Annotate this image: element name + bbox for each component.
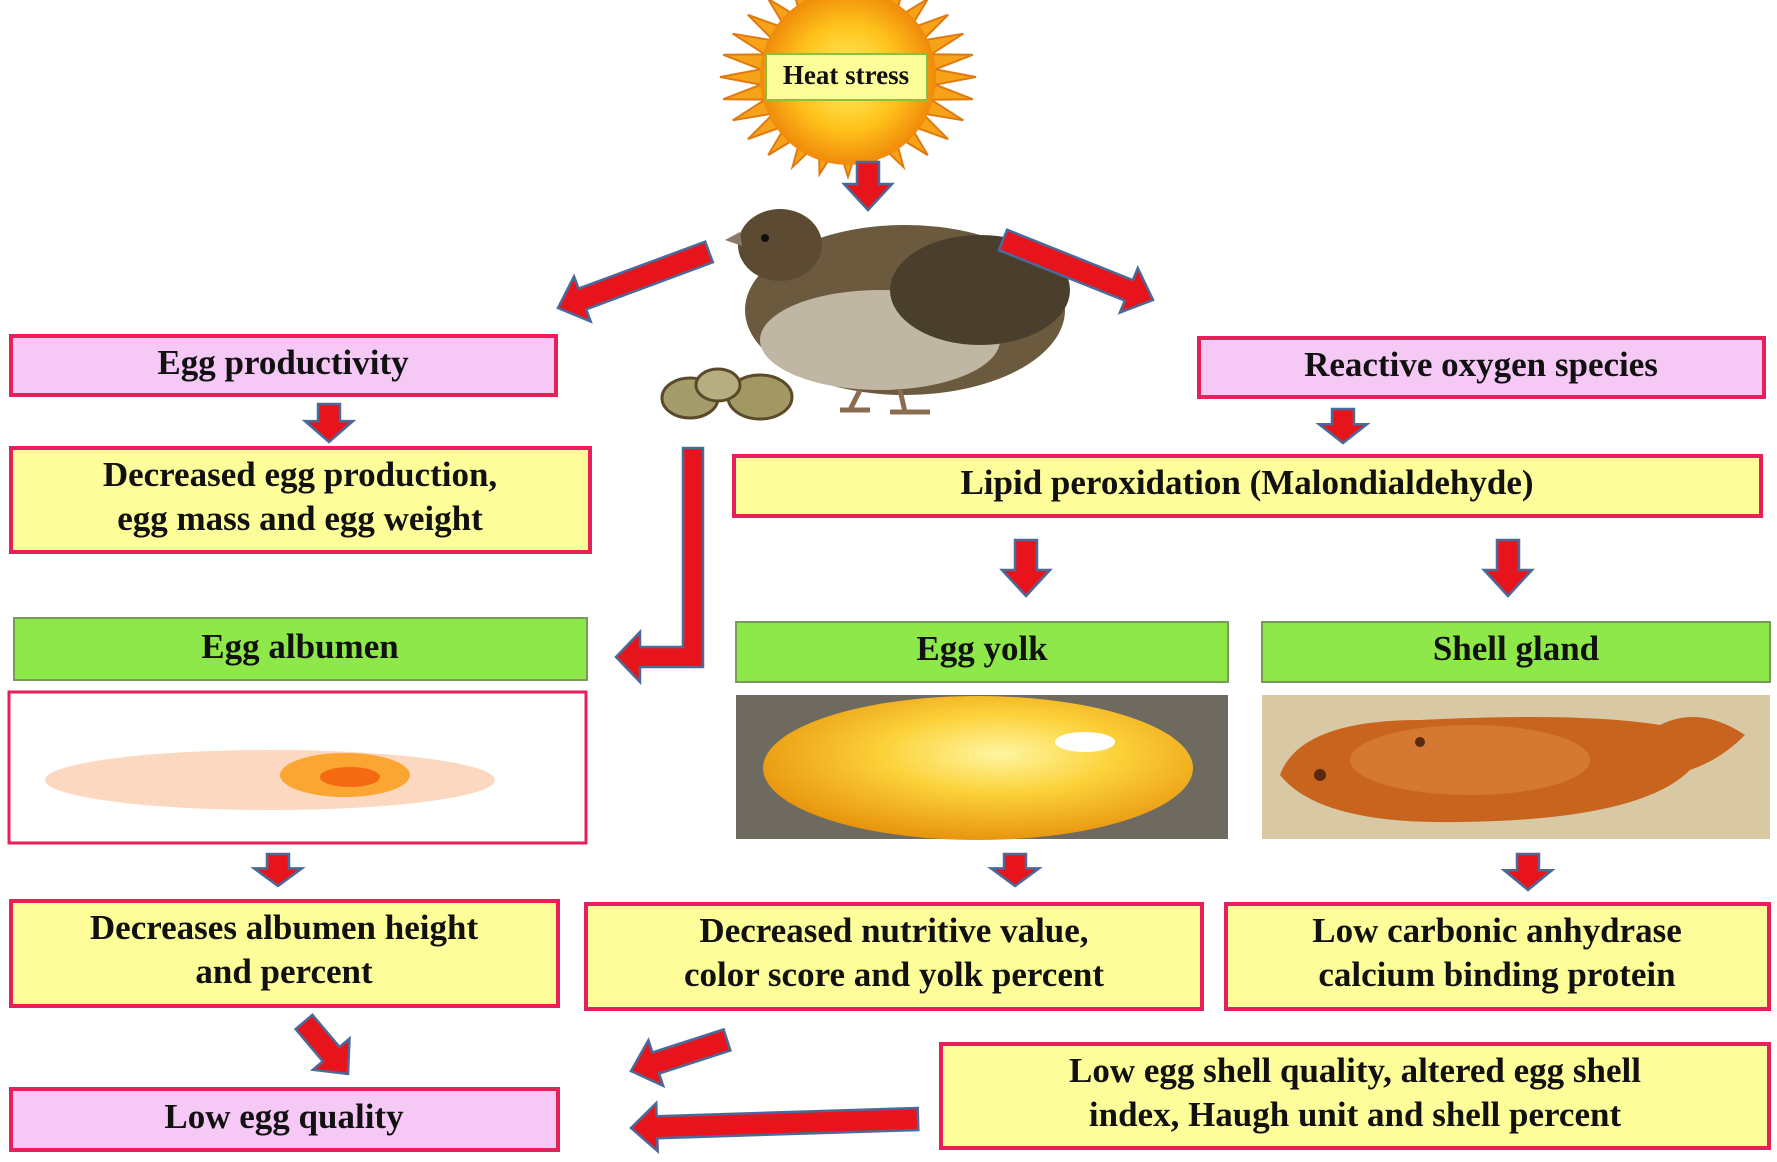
node-label: Shell gland xyxy=(1433,629,1600,668)
node-label: Decreased nutritive value, xyxy=(699,911,1088,950)
box xyxy=(9,446,592,554)
arrow xyxy=(614,446,705,686)
arrow xyxy=(987,852,1043,888)
node-label: index, Haugh unit and shell percent xyxy=(1089,1095,1622,1134)
arrow xyxy=(997,228,1155,315)
arrow xyxy=(629,1027,732,1089)
box xyxy=(1197,336,1766,399)
yolk-image xyxy=(736,695,1228,840)
node-label: Lipid peroxidation (Malondialdehyde) xyxy=(960,463,1533,502)
node-label: Reactive oxygen species xyxy=(1304,345,1658,384)
box xyxy=(1224,902,1771,1011)
arrow xyxy=(1315,407,1371,445)
node-label: color score and yolk percent xyxy=(684,955,1104,994)
box xyxy=(9,1087,560,1152)
node-label: Egg yolk xyxy=(916,629,1048,668)
node-label: Low egg shell quality, altered egg shell xyxy=(1069,1051,1641,1090)
arrow xyxy=(301,402,357,444)
arrow xyxy=(629,1100,920,1155)
arrow xyxy=(1500,852,1556,892)
albumen-image xyxy=(7,690,588,845)
node-label: calcium binding protein xyxy=(1318,955,1675,994)
node-label: and percent xyxy=(195,952,373,991)
box xyxy=(732,454,1763,518)
heat-stress-label: Heat stress xyxy=(783,60,909,90)
node-label: Egg albumen xyxy=(201,627,398,666)
node-label: Decreases albumen height xyxy=(90,908,479,947)
box xyxy=(9,334,558,397)
arrow xyxy=(250,852,306,888)
box xyxy=(13,617,588,681)
box xyxy=(1261,621,1771,683)
node-label: Low carbonic anhydrase xyxy=(1312,911,1681,950)
node-label: Egg productivity xyxy=(157,343,409,382)
box xyxy=(584,902,1204,1011)
arrow xyxy=(1481,538,1535,598)
sun-icon xyxy=(719,0,977,181)
node-label: Decreased egg production, xyxy=(103,455,497,494)
quail-image xyxy=(660,209,1070,421)
node-label: Low egg quality xyxy=(164,1097,404,1136)
arrow xyxy=(556,240,715,324)
box xyxy=(939,1042,1771,1150)
arrow xyxy=(999,538,1053,598)
arrow xyxy=(841,160,895,212)
box xyxy=(735,621,1229,683)
box xyxy=(9,899,560,1008)
node-label: egg mass and egg weight xyxy=(117,499,483,538)
shell-gland-image xyxy=(1262,695,1770,839)
arrow xyxy=(293,1013,351,1076)
